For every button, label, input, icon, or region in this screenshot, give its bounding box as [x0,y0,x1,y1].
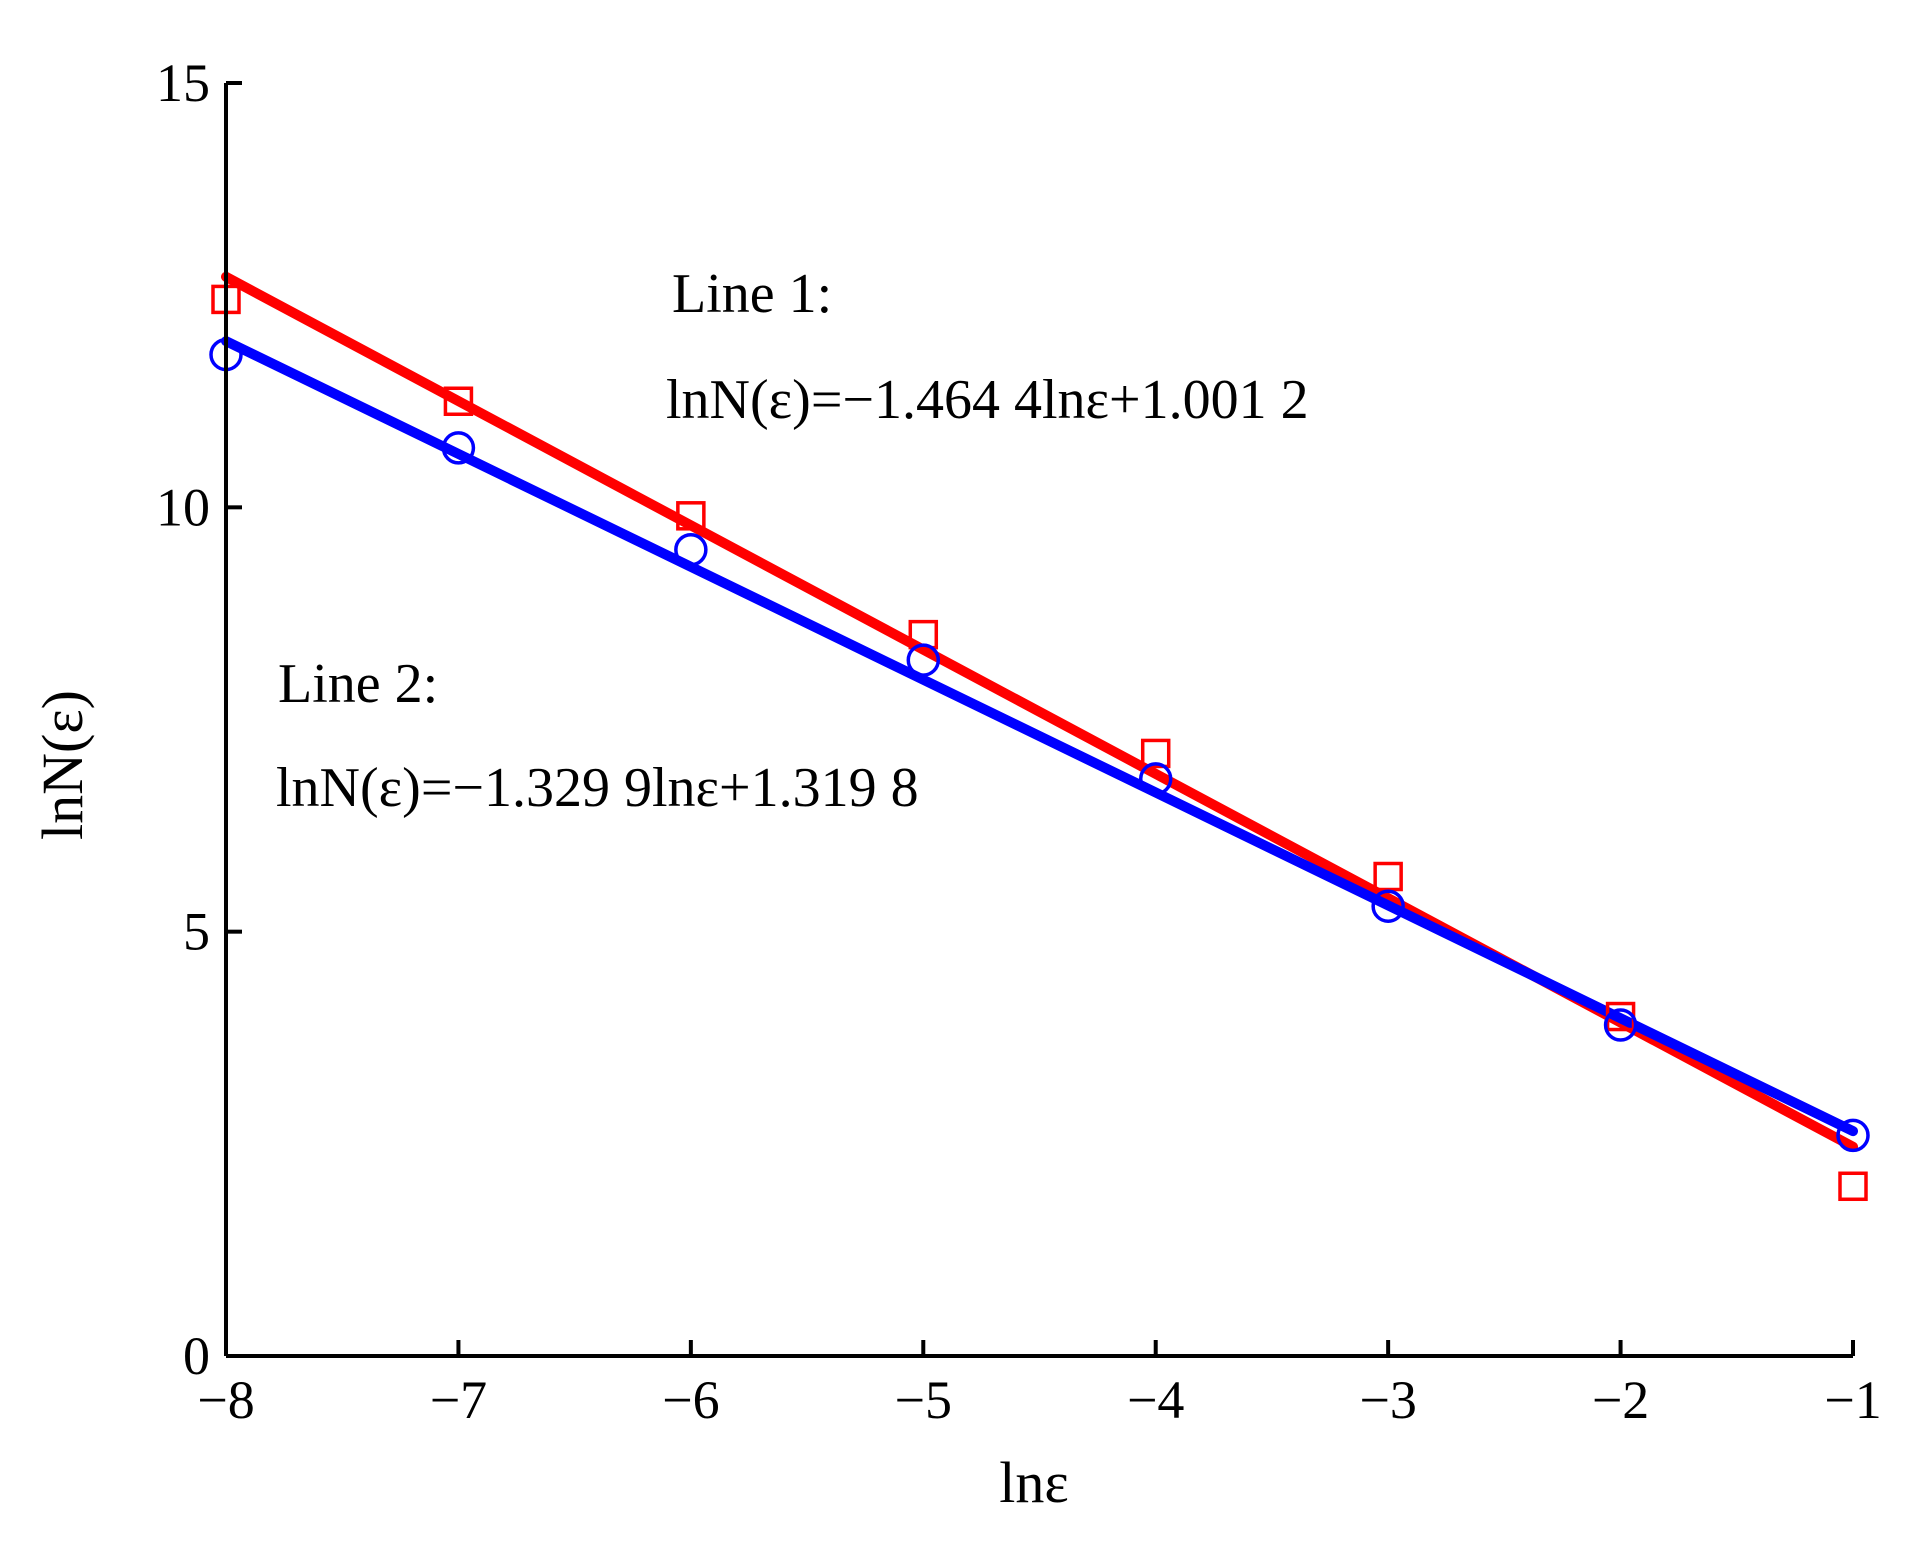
annotation-line2-equation: lnN(ε)=−1.329 9lnε+1.319 8 [276,757,919,819]
x-tick-label: −2 [1592,1370,1649,1430]
series-2-point [1603,1008,1638,1042]
series-2-fit-line [221,336,1858,1137]
series-1-point [676,501,706,531]
series-2-point [906,643,941,677]
x-axis-title: lnε [999,1450,1068,1515]
series-2-point [441,431,476,465]
axes: −8 −7 −6 −5 −4 −3 −2 −1 0 5 10 15 [156,53,1882,1430]
series-1-point [908,619,939,650]
y-tick-label: 0 [183,1326,210,1386]
y-axis-ticks: 0 5 10 15 [156,53,242,1386]
x-tick-label: −5 [895,1370,952,1430]
x-axis-ticks: −8 −7 −6 −5 −4 −3 −2 −1 [197,1340,1882,1430]
series-1-point [1140,738,1171,769]
fit-lines [221,271,1858,1152]
y-tick-label: 15 [156,53,210,113]
series-1-point [1373,861,1403,892]
x-tick-label: −1 [1824,1370,1881,1430]
series-2-point [1836,1118,1870,1153]
x-tick-label: −7 [430,1370,487,1430]
series-2-point [1138,762,1173,796]
y-tick-label: 10 [156,477,210,537]
x-tick-label: −8 [197,1370,254,1430]
x-tick-label: −4 [1127,1370,1184,1430]
x-tick-label: −3 [1359,1370,1416,1430]
y-axis-title: lnN(ε) [30,690,95,840]
series-2-point [674,533,708,567]
x-tick-label: −6 [662,1370,719,1430]
annotation-line2-title: Line 2: [278,653,438,715]
y-tick-label: 5 [183,902,210,962]
annotation-line1-title: Line 1: [672,263,832,325]
series-1-point [1838,1171,1868,1202]
series-1-point [443,386,474,416]
series-2-point [1371,889,1405,923]
annotation-line1-equation: lnN(ε)=−1.464 4lnε+1.001 2 [666,369,1309,431]
